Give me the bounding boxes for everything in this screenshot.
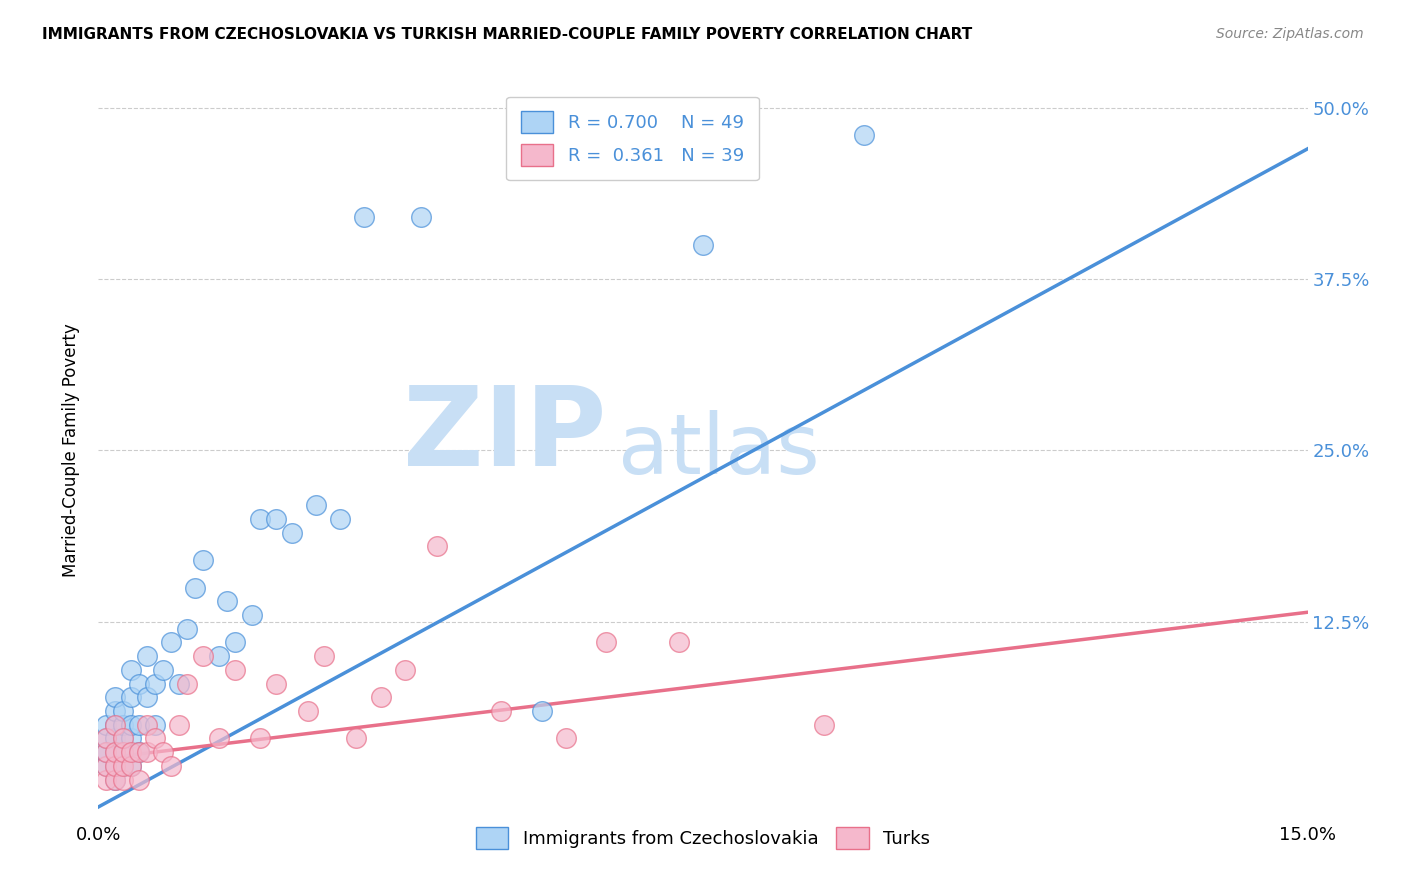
Point	[853, 128, 876, 142]
Point	[264, 512, 287, 526]
Point	[111, 731, 134, 746]
Point	[135, 690, 157, 705]
Text: Source: ZipAtlas.com: Source: ZipAtlas.com	[1216, 27, 1364, 41]
Point	[353, 211, 375, 225]
Text: atlas: atlas	[619, 410, 820, 491]
Point	[143, 676, 166, 690]
Point	[103, 759, 125, 773]
Point	[111, 717, 134, 731]
Point	[224, 635, 246, 649]
Point	[426, 540, 449, 554]
Point	[120, 663, 142, 677]
Point	[111, 772, 134, 787]
Point	[111, 759, 134, 773]
Point	[208, 731, 231, 746]
Point	[103, 772, 125, 787]
Point	[120, 745, 142, 759]
Point	[167, 676, 190, 690]
Point	[176, 622, 198, 636]
Point	[128, 717, 150, 731]
Point	[160, 635, 183, 649]
Point	[249, 731, 271, 746]
Point	[96, 717, 118, 731]
Point	[595, 635, 617, 649]
Point	[224, 663, 246, 677]
Point	[314, 649, 336, 664]
Point	[120, 759, 142, 773]
Point	[111, 759, 134, 773]
Point	[96, 731, 118, 746]
Point	[103, 745, 125, 759]
Point	[103, 759, 125, 773]
Point	[128, 676, 150, 690]
Legend: Immigrants from Czechoslovakia, Turks: Immigrants from Czechoslovakia, Turks	[461, 813, 945, 863]
Point	[370, 690, 392, 705]
Point	[135, 745, 157, 759]
Point	[120, 690, 142, 705]
Point	[96, 772, 118, 787]
Point	[329, 512, 352, 526]
Point	[555, 731, 578, 746]
Y-axis label: Married-Couple Family Poverty: Married-Couple Family Poverty	[62, 324, 80, 577]
Point	[143, 717, 166, 731]
Point	[103, 772, 125, 787]
Point	[668, 635, 690, 649]
Point	[111, 731, 134, 746]
Point	[281, 525, 304, 540]
Point	[193, 649, 215, 664]
Point	[491, 704, 513, 718]
Point	[143, 731, 166, 746]
Point	[264, 676, 287, 690]
Point	[193, 553, 215, 567]
Point	[103, 704, 125, 718]
Point	[128, 745, 150, 759]
Point	[394, 663, 416, 677]
Point	[813, 717, 835, 731]
Point	[120, 717, 142, 731]
Point	[120, 731, 142, 746]
Point	[305, 498, 328, 512]
Point	[297, 704, 319, 718]
Point	[184, 581, 207, 595]
Point	[96, 759, 118, 773]
Point	[249, 512, 271, 526]
Point	[128, 745, 150, 759]
Point	[96, 745, 118, 759]
Point	[103, 717, 125, 731]
Point	[240, 607, 263, 622]
Point	[344, 731, 367, 746]
Point	[167, 717, 190, 731]
Point	[530, 704, 553, 718]
Point	[103, 731, 125, 746]
Point	[152, 663, 174, 677]
Point	[96, 745, 118, 759]
Point	[103, 717, 125, 731]
Point	[217, 594, 239, 608]
Point	[160, 759, 183, 773]
Point	[111, 745, 134, 759]
Point	[96, 759, 118, 773]
Point	[111, 745, 134, 759]
Text: ZIP: ZIP	[404, 382, 606, 489]
Point	[111, 704, 134, 718]
Point	[103, 745, 125, 759]
Point	[96, 745, 118, 759]
Point	[103, 690, 125, 705]
Point	[409, 211, 432, 225]
Text: IMMIGRANTS FROM CZECHOSLOVAKIA VS TURKISH MARRIED-COUPLE FAMILY POVERTY CORRELAT: IMMIGRANTS FROM CZECHOSLOVAKIA VS TURKIS…	[42, 27, 973, 42]
Point	[135, 649, 157, 664]
Point	[692, 237, 714, 252]
Point	[120, 759, 142, 773]
Point	[128, 772, 150, 787]
Point	[152, 745, 174, 759]
Point	[176, 676, 198, 690]
Point	[96, 731, 118, 746]
Point	[208, 649, 231, 664]
Point	[135, 717, 157, 731]
